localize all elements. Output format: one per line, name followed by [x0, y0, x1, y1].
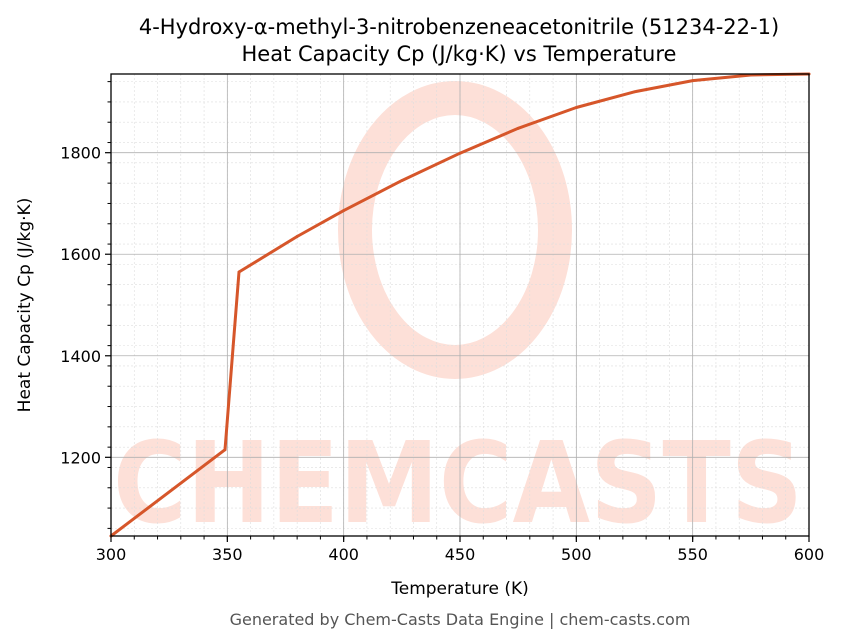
- x-tick-label: 600: [794, 545, 825, 564]
- watermark: CHEMCASTS: [113, 81, 803, 549]
- x-tick-label: 350: [212, 545, 243, 564]
- x-tick-label: 500: [561, 545, 592, 564]
- data-point: [516, 126, 520, 130]
- data-point: [574, 106, 578, 109]
- chart-subtitle: Heat Capacity Cp (J/kg·K) vs Temperature: [242, 42, 677, 66]
- data-point: [458, 151, 462, 155]
- tick-labels: 300 350 400 450 500 550 600 1200 1400 1600 1800: [60, 144, 824, 564]
- data-point: [342, 209, 346, 212]
- y-tick-label: 1200: [60, 448, 101, 467]
- data-point: [223, 448, 227, 452]
- y-tick-label: 1400: [60, 347, 101, 366]
- y-axis-label: Heat Capacity Cp (J/kg·K): [15, 198, 35, 413]
- data-point: [400, 179, 404, 183]
- axis-ticks: [105, 81, 810, 542]
- x-axis-label: Temperature (K): [390, 579, 529, 599]
- data-point: [633, 90, 636, 94]
- y-tick-label: 1600: [60, 245, 101, 264]
- x-tick-label: 400: [328, 545, 359, 564]
- data-point: [295, 235, 299, 238]
- x-tick-label: 300: [96, 545, 127, 564]
- data-point: [691, 79, 695, 82]
- watermark-text: CHEMCASTS: [113, 419, 803, 549]
- watermark-logo-ring: [338, 81, 572, 379]
- chart-title: 4-Hydroxy-α-methyl-3-nitrobenzeneacetoni…: [139, 15, 779, 39]
- y-tick-label: 1800: [60, 144, 101, 163]
- footer-text: Generated by Chem-Casts Data Engine | ch…: [230, 610, 691, 629]
- x-tick-label: 450: [445, 545, 476, 564]
- x-tick-label: 550: [677, 545, 708, 564]
- data-point: [237, 270, 241, 274]
